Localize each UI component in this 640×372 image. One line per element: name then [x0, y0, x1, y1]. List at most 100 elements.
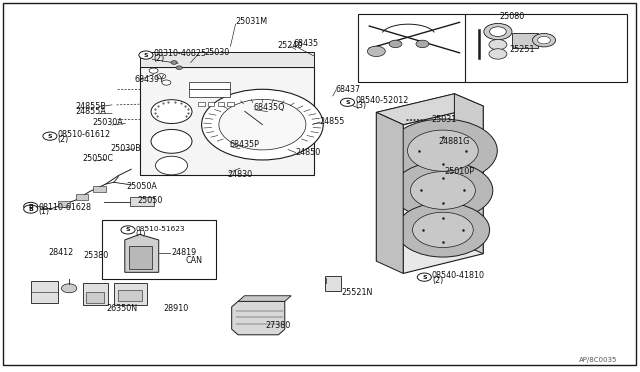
- Text: (2): (2): [58, 135, 69, 144]
- Circle shape: [121, 226, 135, 234]
- Circle shape: [538, 36, 550, 44]
- Polygon shape: [512, 33, 538, 48]
- Text: 68435: 68435: [293, 39, 318, 48]
- Text: 08310-40825: 08310-40825: [154, 49, 207, 58]
- Polygon shape: [31, 281, 58, 303]
- Text: 68439Y: 68439Y: [134, 76, 164, 84]
- Circle shape: [490, 27, 506, 36]
- Text: 25010P: 25010P: [445, 167, 475, 176]
- Polygon shape: [140, 52, 314, 67]
- Circle shape: [43, 132, 57, 140]
- Circle shape: [367, 46, 385, 57]
- Bar: [325, 276, 341, 291]
- Text: 25031: 25031: [431, 115, 456, 124]
- Text: (1): (1): [38, 207, 49, 216]
- Circle shape: [24, 202, 38, 211]
- Circle shape: [484, 23, 512, 40]
- Text: 24881G: 24881G: [438, 137, 470, 146]
- Bar: [189, 82, 230, 89]
- Circle shape: [149, 68, 158, 73]
- Circle shape: [393, 161, 493, 219]
- Polygon shape: [376, 94, 483, 125]
- Circle shape: [532, 33, 556, 47]
- Text: S: S: [345, 100, 350, 105]
- Text: 28412: 28412: [48, 248, 73, 257]
- Circle shape: [176, 66, 182, 70]
- Text: (1): (1): [136, 230, 146, 237]
- Text: 68437: 68437: [335, 85, 360, 94]
- Circle shape: [202, 89, 323, 160]
- Bar: [118, 290, 142, 301]
- Bar: [130, 197, 154, 206]
- Text: S: S: [125, 227, 131, 232]
- Text: 26350N: 26350N: [106, 304, 138, 313]
- Text: 08510-51623: 08510-51623: [136, 226, 186, 232]
- Polygon shape: [76, 194, 88, 200]
- Circle shape: [151, 129, 192, 153]
- Bar: [227, 102, 234, 106]
- Polygon shape: [454, 94, 483, 254]
- Polygon shape: [114, 283, 147, 305]
- Bar: [129, 246, 152, 269]
- Bar: [102, 220, 216, 279]
- Polygon shape: [376, 112, 403, 273]
- Circle shape: [151, 100, 192, 124]
- Text: B: B: [28, 206, 33, 212]
- Text: (3): (3): [355, 101, 366, 110]
- Text: 08510-61612: 08510-61612: [58, 130, 111, 139]
- Text: 24855A: 24855A: [76, 107, 106, 116]
- Bar: [218, 102, 224, 106]
- Text: 68435Q: 68435Q: [253, 103, 285, 112]
- Text: 08110-61628: 08110-61628: [38, 203, 92, 212]
- Text: 25251: 25251: [509, 45, 535, 54]
- Text: 25521N: 25521N: [342, 288, 373, 297]
- Text: 08540-52012: 08540-52012: [355, 96, 408, 105]
- Bar: [358, 14, 627, 82]
- Circle shape: [396, 203, 490, 257]
- Circle shape: [162, 80, 171, 85]
- Polygon shape: [403, 106, 483, 273]
- Text: (2): (2): [154, 54, 165, 62]
- Text: 25050C: 25050C: [82, 154, 113, 163]
- Bar: [208, 102, 214, 106]
- Circle shape: [388, 119, 497, 182]
- Circle shape: [410, 171, 476, 209]
- Circle shape: [408, 130, 478, 171]
- Text: 24830: 24830: [227, 170, 252, 179]
- Text: AP/8C0035: AP/8C0035: [579, 357, 618, 363]
- Text: 24855: 24855: [319, 117, 345, 126]
- Text: 24819: 24819: [171, 248, 196, 257]
- Circle shape: [219, 99, 306, 150]
- Text: S: S: [143, 52, 148, 58]
- Circle shape: [416, 40, 429, 48]
- Polygon shape: [238, 296, 291, 301]
- Text: (2): (2): [432, 276, 444, 285]
- Circle shape: [156, 156, 188, 175]
- Circle shape: [389, 40, 402, 48]
- Text: 25031M: 25031M: [236, 17, 268, 26]
- Circle shape: [340, 98, 355, 106]
- Circle shape: [413, 212, 473, 247]
- Text: 25380: 25380: [84, 251, 109, 260]
- Polygon shape: [140, 67, 314, 175]
- Text: S: S: [422, 275, 427, 280]
- Text: 24855B: 24855B: [76, 102, 106, 111]
- Circle shape: [489, 39, 507, 50]
- Circle shape: [24, 205, 38, 213]
- Circle shape: [61, 284, 77, 293]
- Text: 25050: 25050: [138, 196, 163, 205]
- Text: 68435P: 68435P: [229, 140, 259, 149]
- Polygon shape: [376, 94, 454, 261]
- Circle shape: [139, 51, 153, 59]
- Text: 25240: 25240: [278, 41, 303, 50]
- Circle shape: [417, 273, 431, 281]
- Polygon shape: [93, 186, 106, 192]
- Polygon shape: [58, 201, 70, 207]
- Polygon shape: [232, 301, 285, 335]
- Text: 25030A: 25030A: [93, 118, 124, 127]
- Text: 25050A: 25050A: [127, 182, 157, 190]
- Text: 24850: 24850: [296, 148, 321, 157]
- Text: 25030: 25030: [205, 48, 230, 57]
- Circle shape: [171, 61, 177, 64]
- Text: 27380: 27380: [266, 321, 291, 330]
